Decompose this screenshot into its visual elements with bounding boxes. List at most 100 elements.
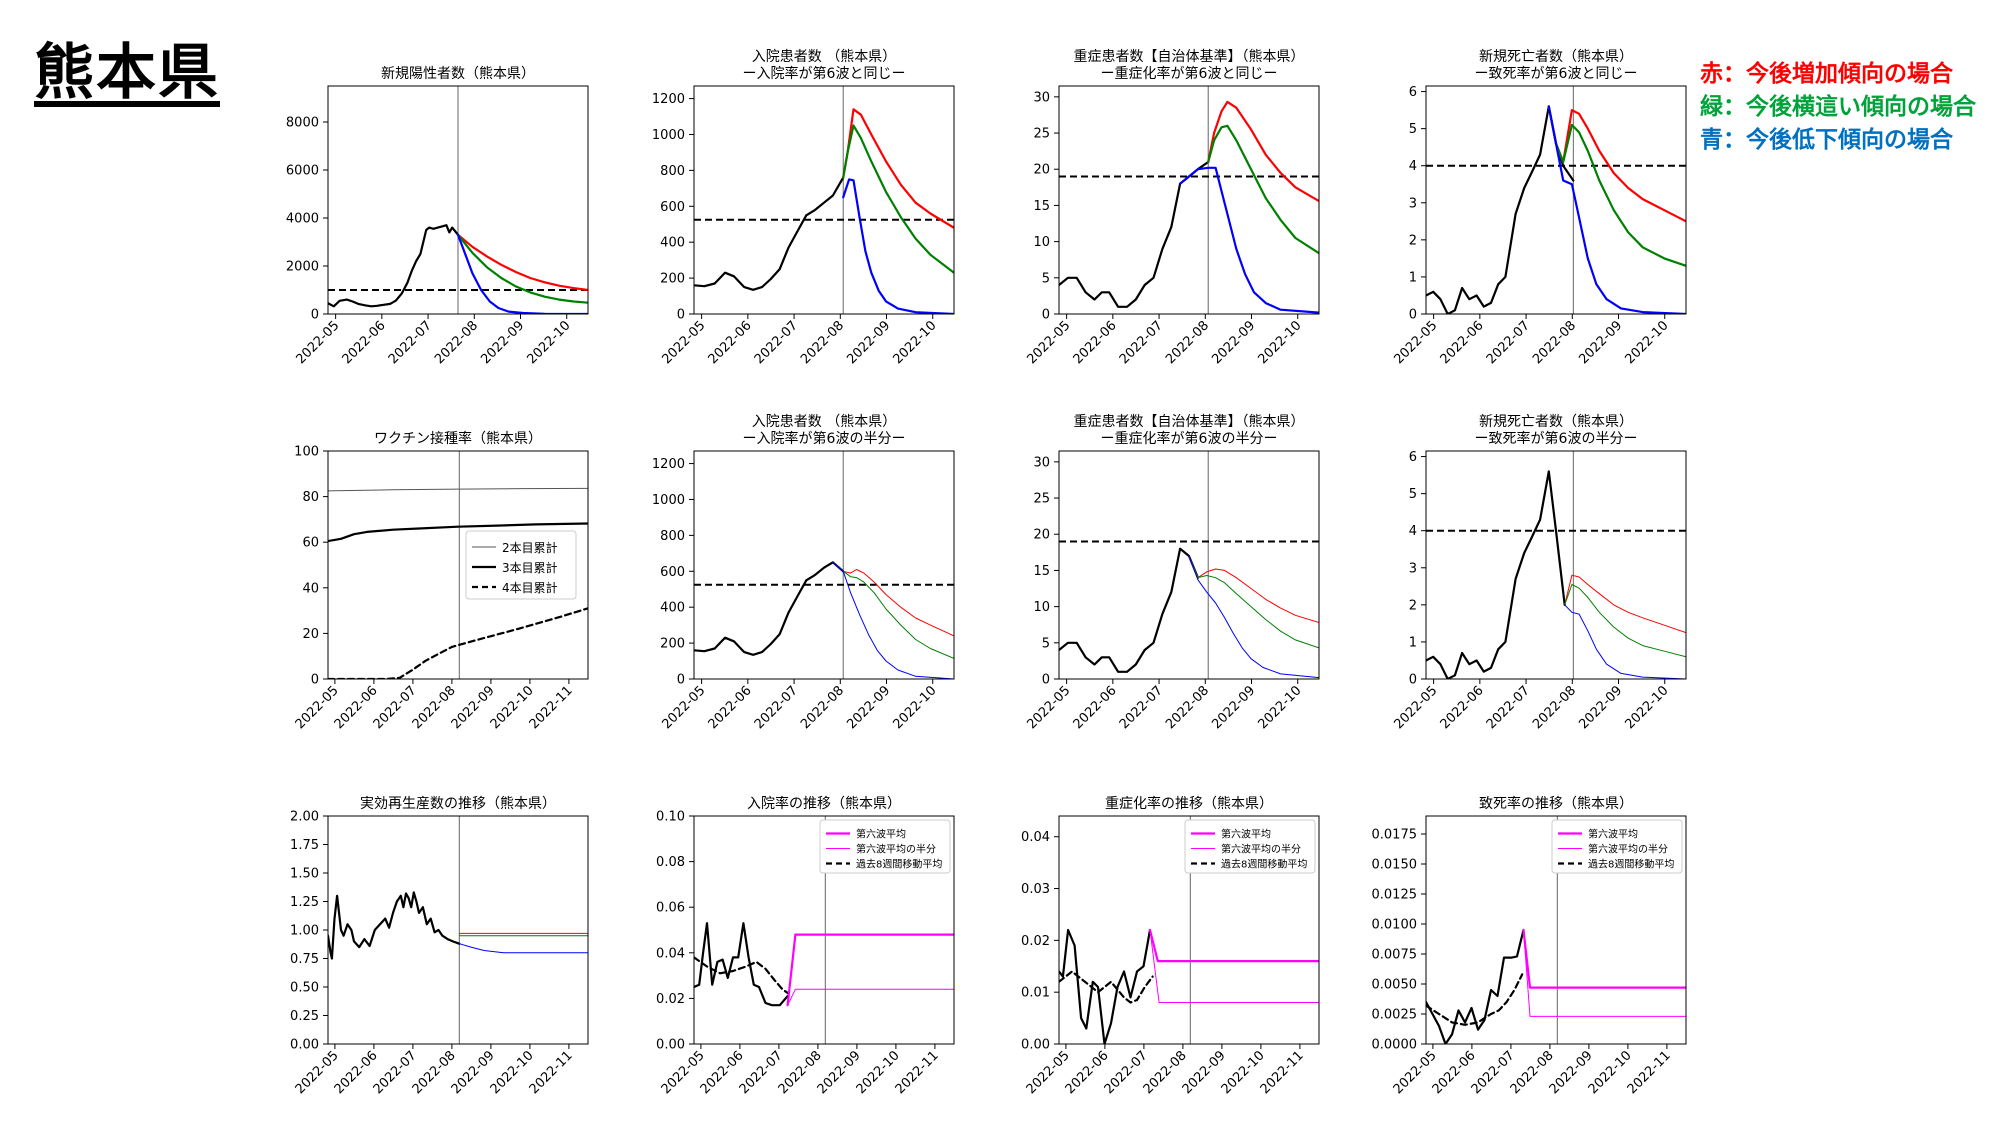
- x-tick-label: 2022-10: [1623, 318, 1672, 367]
- y-tick-label: 0.0075: [1372, 948, 1418, 963]
- plot-area: [1059, 86, 1319, 314]
- series-line-flat: [1188, 555, 1319, 649]
- chart-4: 新規死亡者数（熊本県）ー致死率が第6波と同じー01234562022-05202…: [1391, 49, 1687, 367]
- series-line-decrease: [842, 178, 954, 314]
- series-line-flat: [842, 124, 954, 274]
- plot-area: [694, 86, 954, 314]
- x-tick-label: 2022-11: [527, 1048, 576, 1097]
- chart-title: 入院率の推移（熊本県）: [747, 795, 901, 812]
- series-line-wave6-half: [1149, 929, 1319, 1003]
- x-tick-label: 2022-07: [1484, 318, 1533, 367]
- y-tick-label: 0.00: [1021, 1038, 1050, 1053]
- y-tick-label: 0.0050: [1372, 978, 1418, 993]
- scenario-legend: 赤：今後増加傾向の場合 緑：今後横這い傾向の場合 青：今後低下傾向の場合: [1700, 58, 1976, 157]
- x-tick-label: 2022-08: [798, 683, 847, 732]
- chart-subtitle: ー重症化率が第6波の半分ー: [1101, 430, 1278, 447]
- x-tick-label: 2022-07: [752, 318, 801, 367]
- chart-10: 入院率の推移（熊本県） 0.00 0.02 0.04 0.06 0.08 0.10 2022-…: [656, 795, 955, 1097]
- y-tick-label: 25: [1033, 492, 1050, 507]
- series-line-decrease: [1178, 166, 1319, 314]
- series-line-flat: [832, 561, 954, 659]
- y-tick-label: 0.50: [290, 981, 319, 996]
- plot-frame: [327, 85, 589, 315]
- y-tick-label: 4000: [286, 212, 319, 227]
- y-tick-label: 1: [1409, 635, 1417, 650]
- x-tick-label: 2022-10: [1623, 683, 1672, 732]
- y-tick-label: 6: [1409, 450, 1417, 465]
- x-tick-label: 2022-09: [1209, 683, 1258, 732]
- legend-label: 第六波平均の半分: [1221, 843, 1301, 856]
- y-tick-label: 15: [1033, 199, 1050, 214]
- y-tick-label: 0.0125: [1372, 888, 1418, 903]
- x-tick-label: 2022-08: [798, 318, 847, 367]
- chart-9: 実効再生産数の推移（熊本県） 0.00 0.25 0.50 0.75 1.00 1.25 1.…: [290, 796, 589, 1097]
- series-line-increase: [1564, 574, 1686, 634]
- x-tick-label: 2022-10: [891, 683, 940, 732]
- chart-subtitle: ー致死率が第6波の半分ー: [1475, 430, 1638, 447]
- plot-frame: [693, 85, 955, 315]
- chart-title: 入院患者数 （熊本県）: [752, 49, 896, 65]
- y-tick-label: 0.0175: [1372, 828, 1418, 843]
- plot-frame: [327, 815, 589, 1045]
- y-tick-label: 0.06: [656, 901, 685, 916]
- chart-7: 重症患者数【自治体基準】（熊本県）ー重症化率が第6波の半分ー 0 5 10 15 20 25…: [1024, 413, 1320, 732]
- series-line-wave6-avg: [786, 933, 954, 1007]
- chart-title: 新規死亡者数（熊本県）: [1479, 414, 1633, 430]
- series-line-decrease: [832, 561, 954, 679]
- plot-area: [1059, 816, 1319, 1044]
- y-tick-label: 0: [1042, 308, 1050, 323]
- x-tick-label: 2022-05: [659, 318, 708, 367]
- y-tick-label: 0: [1409, 308, 1417, 323]
- x-tick-label: 2022-06: [1071, 318, 1120, 367]
- y-tick-label: 1200: [652, 457, 685, 472]
- legend-label: 第六波平均: [856, 828, 906, 841]
- y-tick-label: 60: [302, 536, 319, 551]
- x-tick-label: 2022-06: [1071, 683, 1120, 732]
- series-line-flat: [1207, 124, 1319, 255]
- y-tick-label: 6000: [286, 164, 319, 179]
- y-tick-label: 20: [302, 627, 319, 642]
- series-line-increase: [832, 561, 954, 637]
- x-tick-label: 2022-10: [525, 318, 574, 367]
- chart-1: 新規陽性者数（熊本県）020004000600080002022-052022-…: [286, 66, 589, 367]
- y-tick-label: 5: [1409, 487, 1417, 502]
- series-line-actual: [1426, 470, 1566, 679]
- plot-frame: [1058, 815, 1320, 1045]
- series-line-decrease: [1188, 555, 1319, 679]
- plot-area: [328, 816, 588, 1044]
- x-tick-label: 2022-07: [1484, 683, 1533, 732]
- chart-title: ワクチン接種率（熊本県）: [374, 430, 542, 447]
- series-line-increase: [1547, 105, 1686, 223]
- x-tick-label: 2022-08: [1163, 683, 1212, 732]
- y-tick-label: 800: [660, 529, 685, 544]
- series-line-flat: [1547, 105, 1686, 267]
- chart-legend: 2本目累計 3本目累計 4本目累計: [465, 530, 577, 600]
- series-line-wave6-half: [1523, 929, 1686, 1017]
- series-line-decrease: [1547, 105, 1686, 314]
- y-tick-label: 0.25: [290, 1009, 319, 1024]
- y-tick-label: 0.75: [290, 952, 319, 967]
- x-tick-label: 2022-09: [478, 318, 527, 367]
- y-tick-label: 40: [302, 581, 319, 596]
- y-tick-label: 1.75: [290, 838, 319, 853]
- y-tick-label: 0: [1409, 673, 1417, 688]
- x-tick-label: 2022-05: [659, 683, 708, 732]
- x-tick-label: 2022-05: [1391, 683, 1440, 732]
- y-tick-label: 2000: [286, 260, 319, 275]
- y-tick-label: 0.0150: [1372, 858, 1418, 873]
- y-tick-label: 5: [1042, 636, 1050, 651]
- y-tick-label: 15: [1033, 564, 1050, 579]
- series-line-actual: [1426, 105, 1575, 314]
- x-tick-label: 2022-09: [1576, 683, 1625, 732]
- series-line-wave6-half: [787, 988, 954, 1006]
- series-line-actual: [1059, 547, 1200, 673]
- x-tick-label: 2022-08: [1530, 683, 1579, 732]
- legend-label: 第六波平均の半分: [856, 843, 936, 856]
- series-line-wave6-avg: [1522, 928, 1686, 989]
- y-tick-label: 0.0000: [1372, 1038, 1418, 1053]
- plot-area: [1059, 451, 1319, 679]
- y-tick-label: 8000: [286, 116, 319, 131]
- series-line-decrease: [456, 233, 588, 314]
